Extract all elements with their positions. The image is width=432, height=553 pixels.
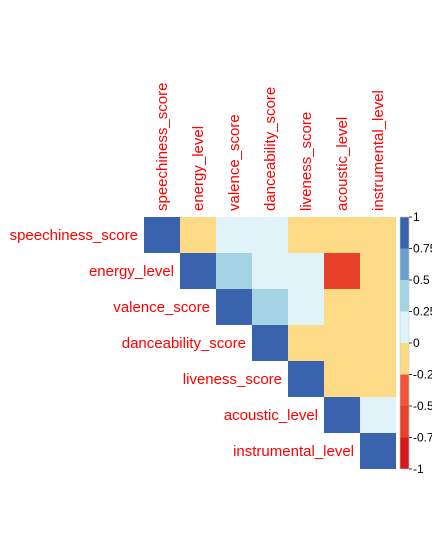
legend-tick-label: -0.5 bbox=[413, 399, 432, 413]
col-label-instrumental_level: instrumental_level bbox=[370, 90, 387, 211]
corr-cell-speechiness_score-energy_level bbox=[180, 217, 216, 253]
row-label-acoustic_level: acoustic_level bbox=[224, 407, 318, 424]
row-label-liveness_score: liveness_score bbox=[183, 371, 282, 388]
corr-cell-energy_level-danceability_score bbox=[252, 253, 288, 289]
corr-cell-energy_level-liveness_score bbox=[288, 253, 324, 289]
col-label-acoustic_level: acoustic_level bbox=[334, 117, 351, 211]
col-label-valence_score: valence_score bbox=[226, 114, 243, 211]
row-label-danceability_score: danceability_score bbox=[122, 335, 246, 352]
col-label-energy_level: energy_level bbox=[190, 126, 207, 211]
row-label-energy_level: energy_level bbox=[89, 263, 174, 280]
legend-swatch bbox=[400, 248, 409, 280]
row-label-valence_score: valence_score bbox=[113, 299, 210, 316]
corr-cell-energy_level-instrumental_level bbox=[360, 253, 396, 289]
legend-swatch bbox=[400, 217, 409, 249]
corr-cell-speechiness_score-valence_score bbox=[216, 217, 252, 253]
corr-cell-speechiness_score-danceability_score bbox=[252, 217, 288, 253]
corr-cell-energy_level-acoustic_level bbox=[324, 253, 360, 289]
row-label-instrumental_level: instrumental_level bbox=[233, 443, 354, 460]
legend-tick-label: 1 bbox=[413, 210, 420, 224]
legend-tick-label: 0.5 bbox=[413, 273, 430, 287]
corr-cell-danceability_score-instrumental_level bbox=[360, 325, 396, 361]
corr-cell-instrumental_level-instrumental_level bbox=[360, 433, 396, 469]
corr-cell-acoustic_level-instrumental_level bbox=[360, 397, 396, 433]
legend-swatch bbox=[400, 374, 409, 406]
legend-tick-label: 0.25 bbox=[413, 305, 432, 319]
legend-tick-label: 0.75 bbox=[413, 242, 432, 256]
corr-cell-speechiness_score-acoustic_level bbox=[324, 217, 360, 253]
legend-swatch bbox=[400, 343, 409, 375]
legend-swatch bbox=[400, 406, 409, 438]
legend-tick-label: -1 bbox=[413, 462, 424, 476]
legend-tick-label: -0.25 bbox=[413, 368, 432, 382]
legend-tick-label: 0 bbox=[413, 336, 420, 350]
corr-cell-liveness_score-liveness_score bbox=[288, 361, 324, 397]
col-label-liveness_score: liveness_score bbox=[298, 112, 315, 211]
corr-cell-energy_level-valence_score bbox=[216, 253, 252, 289]
corr-cell-acoustic_level-acoustic_level bbox=[324, 397, 360, 433]
corr-cell-danceability_score-acoustic_level bbox=[324, 325, 360, 361]
corr-cell-danceability_score-liveness_score bbox=[288, 325, 324, 361]
corr-cell-valence_score-danceability_score bbox=[252, 289, 288, 325]
corr-cell-danceability_score-danceability_score bbox=[252, 325, 288, 361]
legend-swatch bbox=[400, 437, 409, 469]
corr-cell-valence_score-acoustic_level bbox=[324, 289, 360, 325]
corr-cell-speechiness_score-liveness_score bbox=[288, 217, 324, 253]
corr-cell-liveness_score-acoustic_level bbox=[324, 361, 360, 397]
corr-cell-energy_level-energy_level bbox=[180, 253, 216, 289]
legend-swatch bbox=[400, 280, 409, 312]
corr-cell-liveness_score-instrumental_level bbox=[360, 361, 396, 397]
legend-swatch bbox=[400, 311, 409, 343]
legend-tick-label: -0.75 bbox=[413, 431, 432, 445]
col-label-speechiness_score: speechiness_score bbox=[154, 83, 171, 211]
corr-cell-speechiness_score-speechiness_score bbox=[144, 217, 180, 253]
corr-cell-valence_score-instrumental_level bbox=[360, 289, 396, 325]
corr-cell-speechiness_score-instrumental_level bbox=[360, 217, 396, 253]
corr-cell-valence_score-liveness_score bbox=[288, 289, 324, 325]
col-label-danceability_score: danceability_score bbox=[262, 87, 279, 211]
row-label-speechiness_score: speechiness_score bbox=[10, 227, 138, 244]
corr-cell-valence_score-valence_score bbox=[216, 289, 252, 325]
